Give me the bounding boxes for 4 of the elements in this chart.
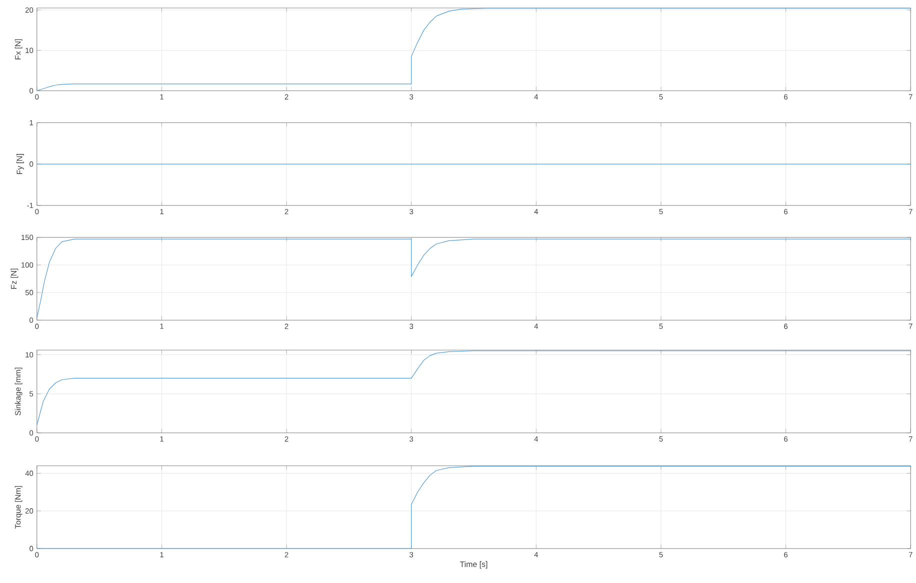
line-series <box>36 350 911 426</box>
line-series <box>36 466 911 548</box>
line-series <box>36 238 911 318</box>
line-series <box>36 8 911 91</box>
